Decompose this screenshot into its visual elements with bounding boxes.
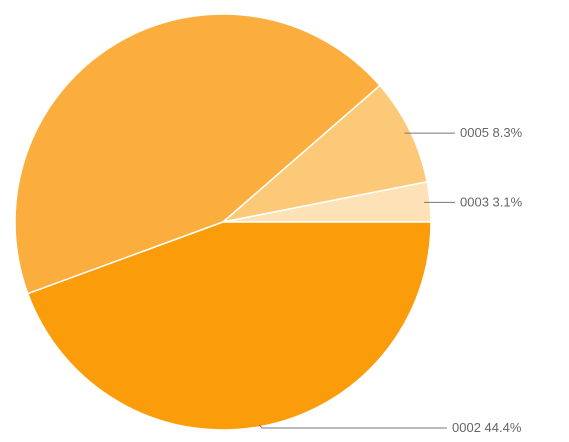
slice-label-0005: 0005 8.3% bbox=[460, 125, 523, 140]
pie-slice-0002 bbox=[26, 221, 432, 431]
pie-slices bbox=[14, 13, 432, 431]
pie-labels: 0003 3.1% 0005 8.3% 0002 44.4% bbox=[258, 125, 523, 435]
slice-label-0002: 0002 44.4% bbox=[452, 420, 522, 435]
pie-slice-0005 bbox=[220, 84, 428, 224]
pie-slice-unlabeled bbox=[14, 13, 381, 295]
slice-label-0003: 0003 3.1% bbox=[460, 194, 523, 209]
leader-line-0002 bbox=[258, 424, 447, 429]
